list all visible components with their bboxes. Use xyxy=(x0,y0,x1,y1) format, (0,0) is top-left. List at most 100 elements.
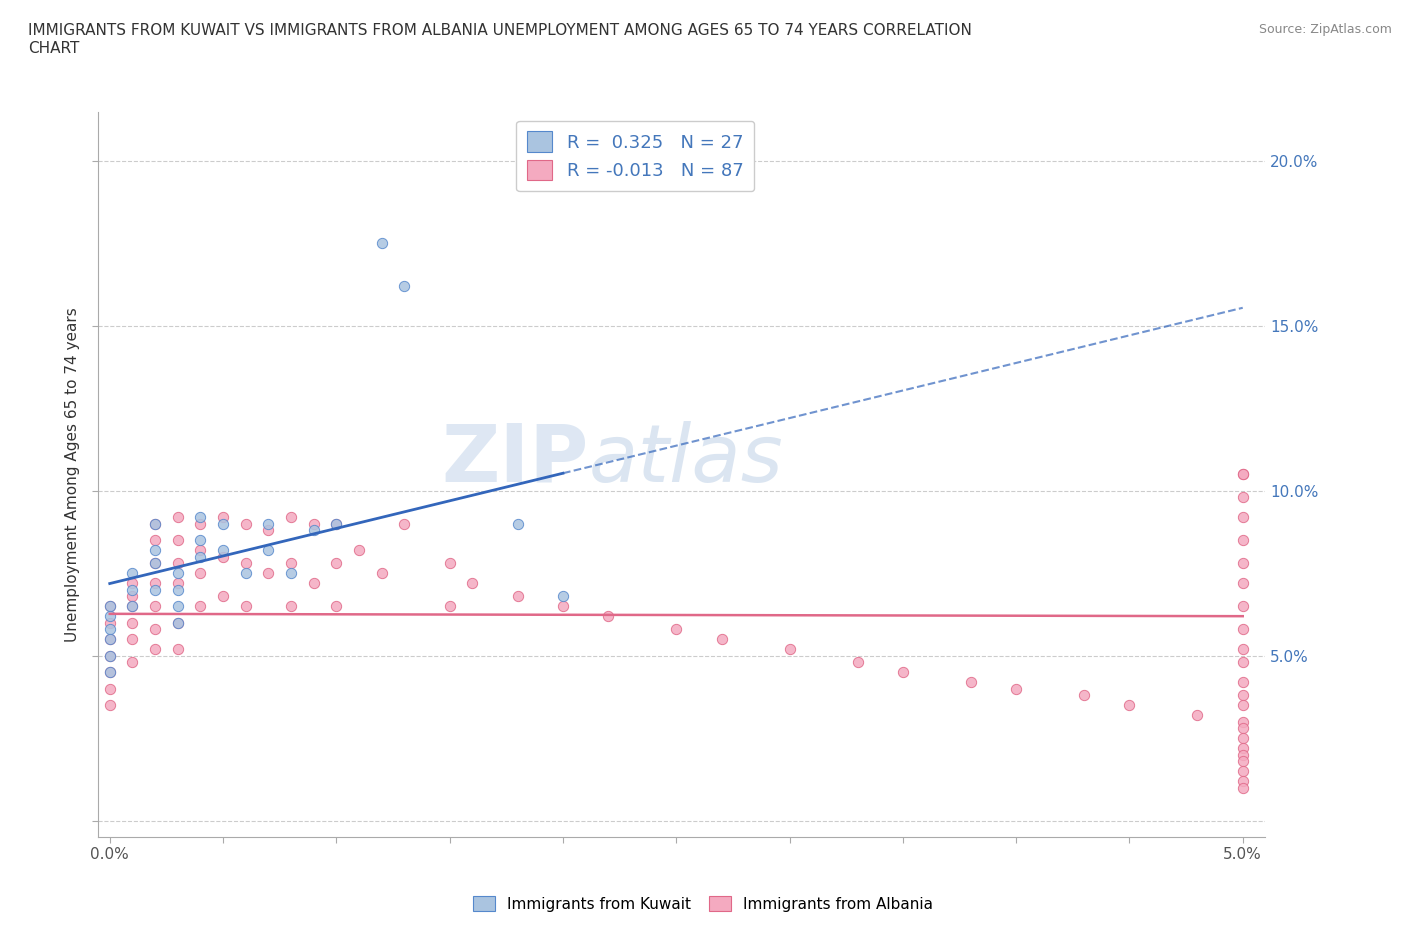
Point xyxy=(212,510,235,525)
Point xyxy=(665,622,688,637)
Point xyxy=(891,665,914,680)
Point xyxy=(98,631,121,646)
Point xyxy=(143,599,166,614)
Point xyxy=(235,565,257,580)
Point xyxy=(1232,599,1254,614)
Point xyxy=(166,565,188,580)
Text: IMMIGRANTS FROM KUWAIT VS IMMIGRANTS FROM ALBANIA UNEMPLOYMENT AMONG AGES 65 TO : IMMIGRANTS FROM KUWAIT VS IMMIGRANTS FRO… xyxy=(28,23,972,56)
Point xyxy=(121,589,143,604)
Point xyxy=(143,576,166,591)
Point xyxy=(166,510,188,525)
Point xyxy=(347,543,370,558)
Point xyxy=(121,655,143,670)
Point xyxy=(98,648,121,663)
Point xyxy=(325,599,347,614)
Point xyxy=(302,576,325,591)
Point xyxy=(98,599,121,614)
Point xyxy=(98,616,121,631)
Point xyxy=(257,523,280,538)
Point xyxy=(190,516,212,531)
Point xyxy=(212,516,235,531)
Point xyxy=(280,599,302,614)
Point xyxy=(143,543,166,558)
Point xyxy=(1232,698,1254,712)
Point xyxy=(257,516,280,531)
Point xyxy=(506,516,529,531)
Point xyxy=(280,556,302,571)
Text: atlas: atlas xyxy=(589,420,783,498)
Point xyxy=(98,608,121,623)
Point xyxy=(98,681,121,696)
Point xyxy=(212,550,235,565)
Point xyxy=(212,543,235,558)
Point xyxy=(325,516,347,531)
Point xyxy=(1232,533,1254,548)
Point xyxy=(1232,774,1254,789)
Legend: R =  0.325   N = 27, R = -0.013   N = 87: R = 0.325 N = 27, R = -0.013 N = 87 xyxy=(516,121,754,192)
Point xyxy=(461,576,484,591)
Point xyxy=(1232,740,1254,755)
Point xyxy=(551,589,574,604)
Point xyxy=(98,665,121,680)
Point xyxy=(1232,721,1254,736)
Point xyxy=(98,631,121,646)
Point xyxy=(325,556,347,571)
Point xyxy=(1232,731,1254,746)
Point xyxy=(143,516,166,531)
Point xyxy=(98,648,121,663)
Point xyxy=(846,655,869,670)
Point xyxy=(779,642,801,657)
Point xyxy=(166,556,188,571)
Point xyxy=(1232,467,1254,482)
Point xyxy=(121,631,143,646)
Point xyxy=(98,622,121,637)
Point xyxy=(143,642,166,657)
Point xyxy=(166,582,188,597)
Point xyxy=(1005,681,1028,696)
Point xyxy=(98,599,121,614)
Point xyxy=(1232,714,1254,729)
Point xyxy=(439,556,461,571)
Point xyxy=(1232,510,1254,525)
Point xyxy=(143,582,166,597)
Text: Source: ZipAtlas.com: Source: ZipAtlas.com xyxy=(1258,23,1392,36)
Point xyxy=(1232,674,1254,689)
Point xyxy=(280,510,302,525)
Point xyxy=(394,279,416,294)
Point xyxy=(257,565,280,580)
Point xyxy=(1232,622,1254,637)
Point xyxy=(166,642,188,657)
Point xyxy=(1232,780,1254,795)
Point xyxy=(166,599,188,614)
Point xyxy=(235,556,257,571)
Text: ZIP: ZIP xyxy=(441,420,589,498)
Point xyxy=(302,523,325,538)
Point xyxy=(325,516,347,531)
Point xyxy=(959,674,981,689)
Point xyxy=(121,616,143,631)
Point xyxy=(235,599,257,614)
Point xyxy=(235,516,257,531)
Point xyxy=(1232,655,1254,670)
Y-axis label: Unemployment Among Ages 65 to 74 years: Unemployment Among Ages 65 to 74 years xyxy=(65,307,80,642)
Point xyxy=(121,565,143,580)
Point xyxy=(1232,688,1254,703)
Point xyxy=(598,608,620,623)
Point xyxy=(121,582,143,597)
Point xyxy=(1232,490,1254,505)
Point xyxy=(121,576,143,591)
Point xyxy=(143,556,166,571)
Point xyxy=(121,599,143,614)
Point xyxy=(1232,556,1254,571)
Point xyxy=(166,616,188,631)
Point xyxy=(143,533,166,548)
Point xyxy=(1118,698,1140,712)
Point xyxy=(1232,753,1254,768)
Point xyxy=(190,599,212,614)
Point xyxy=(143,622,166,637)
Point xyxy=(190,550,212,565)
Point xyxy=(394,516,416,531)
Point xyxy=(551,599,574,614)
Point xyxy=(1187,708,1209,723)
Point xyxy=(212,589,235,604)
